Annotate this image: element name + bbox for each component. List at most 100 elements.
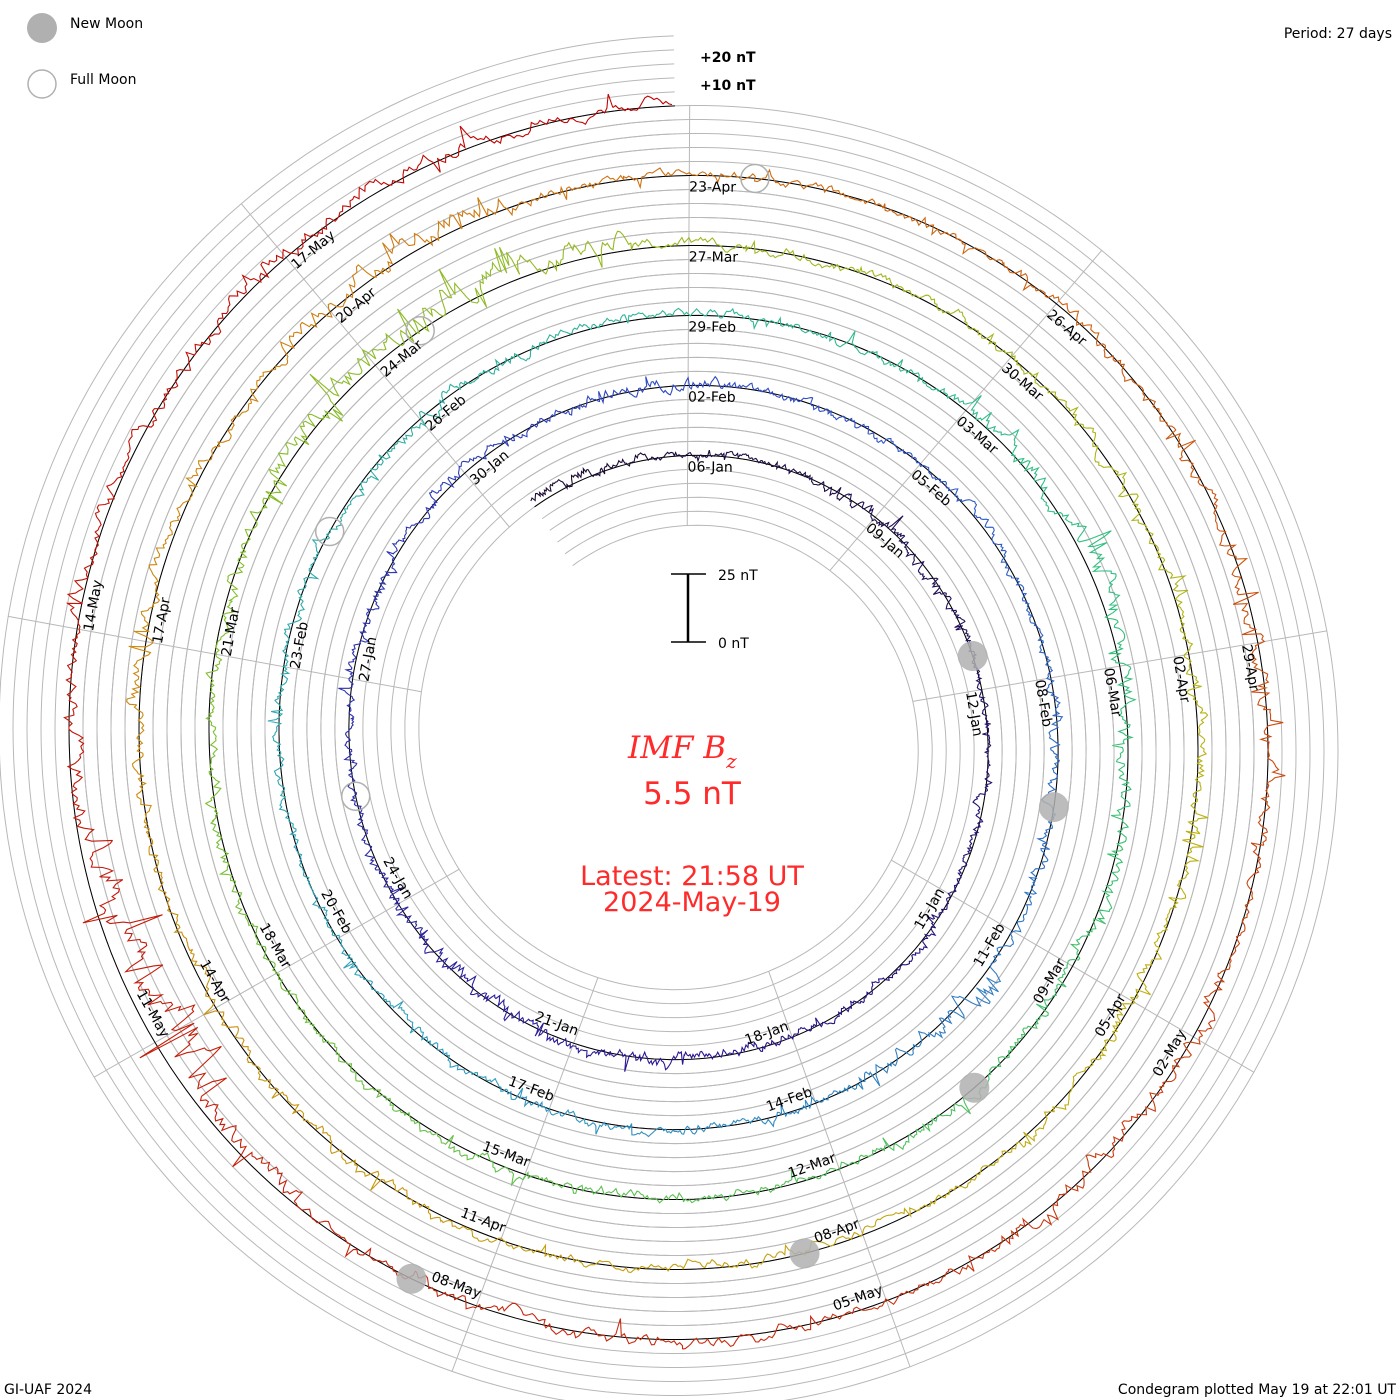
bz-day-trace	[309, 308, 421, 402]
bz-day-trace	[978, 1003, 1049, 1094]
bz-day-trace	[884, 926, 937, 982]
bz-day-trace	[756, 1017, 828, 1052]
bz-day-trace	[964, 319, 1057, 396]
bz-day-trace	[207, 359, 289, 462]
bz-day-trace	[1153, 830, 1204, 947]
bz-day-trace	[541, 313, 637, 345]
date-label: 02-Apr	[1169, 655, 1193, 704]
bz-day-trace	[142, 306, 229, 428]
bz-day-trace	[133, 964, 227, 1097]
date-label: 26-Apr	[1043, 307, 1089, 350]
bz-day-trace	[530, 466, 589, 502]
bz-day-trace	[378, 869, 428, 937]
bz-day-trace	[440, 1219, 562, 1260]
bz-day-trace	[882, 203, 1004, 265]
date-label: 15-Mar	[480, 1139, 532, 1171]
bz-day-trace	[1103, 348, 1196, 458]
bz-day-trace	[832, 330, 924, 383]
bz-day-trace	[685, 1115, 776, 1135]
bz-day-trace	[380, 197, 498, 275]
bz-day-trace	[65, 561, 95, 705]
date-label: 05-Feb	[908, 467, 955, 510]
bz-day-trace	[587, 452, 654, 478]
bz-day-trace	[1174, 594, 1204, 714]
bz-day-trace	[1157, 972, 1226, 1096]
bz-day-trace	[493, 409, 569, 447]
bz-day-trace	[312, 897, 365, 980]
bz-day-trace	[1111, 714, 1134, 817]
bz-day-trace	[534, 1022, 611, 1059]
bz-day-trace	[284, 809, 319, 899]
latest-time: Latest: 21:58 UT	[580, 861, 804, 892]
date-label: 17-Feb	[506, 1074, 556, 1106]
bz-day-trace	[1000, 555, 1043, 635]
bz-day-trace	[359, 569, 398, 643]
bz-day-trace	[576, 1184, 684, 1204]
bz-day-trace	[1040, 718, 1062, 805]
full-moon-marker	[314, 516, 345, 547]
bz-day-trace	[652, 449, 720, 463]
bz-day-trace	[820, 1269, 950, 1324]
bz-day-trace	[847, 493, 906, 538]
new-moon-legend-label: New Moon	[70, 16, 143, 32]
full-moon-marker	[340, 781, 371, 812]
bz-day-trace	[1037, 633, 1064, 719]
bz-day-trace	[774, 1083, 859, 1120]
bz-day-trace	[415, 1270, 546, 1325]
bz-day-trace	[1062, 1092, 1159, 1195]
current-value: 5.5 nT	[643, 776, 742, 812]
bz-day-trace	[612, 95, 673, 112]
bz-day-trace	[338, 640, 362, 720]
full-moon-legend-icon	[27, 69, 57, 99]
bz-day-trace	[645, 375, 731, 396]
bz-day-trace	[199, 1096, 304, 1202]
bz-day-trace	[294, 532, 331, 623]
full-moon-marker	[740, 163, 770, 194]
date-label: 06-Mar	[1100, 667, 1124, 719]
bz-day-trace	[270, 621, 295, 717]
date-label: 14-Feb	[764, 1084, 814, 1115]
bz-day-trace	[882, 1092, 982, 1152]
date-label: 05-May	[831, 1282, 885, 1315]
bz-day-trace	[1257, 708, 1286, 846]
bz-day-trace	[682, 1314, 822, 1350]
bz-day-trace	[543, 1318, 684, 1350]
bz-day-trace	[753, 168, 884, 209]
footer-credit: GI-UAF 2024	[4, 1382, 92, 1398]
bz-day-trace	[1117, 489, 1189, 597]
bz-day-trace	[247, 1061, 338, 1155]
new-moon-marker	[1038, 792, 1069, 823]
date-label: 17-May	[289, 228, 339, 273]
date-label: 29-Feb	[688, 320, 736, 336]
date-label: 21-Mar	[219, 606, 244, 658]
bz-day-trace	[386, 501, 438, 570]
bz-day-trace	[189, 949, 252, 1063]
bz-day-trace	[898, 535, 942, 596]
date-label: 06-Jan	[688, 460, 733, 476]
bz-day-trace	[962, 793, 986, 862]
date-label: 14-May	[81, 579, 106, 633]
grid-spiral	[54, 91, 1283, 1354]
bz-day-trace	[630, 236, 748, 253]
bz-day-trace	[594, 1121, 687, 1138]
bz-day-trace	[1178, 456, 1249, 578]
grid-lines	[0, 35, 1339, 1400]
date-label: 02-Feb	[688, 390, 736, 406]
scale-top-label: 25 nT	[718, 568, 758, 584]
bz-series	[63, 93, 1286, 1350]
scale-bar: 25 nT 0 nT	[671, 568, 758, 652]
bz-day-trace	[226, 495, 271, 602]
date-label: 29-Apr	[1238, 643, 1262, 692]
bz-day-trace	[922, 381, 1011, 436]
grid-spiral	[12, 49, 1325, 1396]
bz-day-trace	[428, 443, 495, 503]
bz-day-trace	[1009, 428, 1070, 521]
bz-day-trace	[210, 819, 254, 927]
bz-day-trace	[145, 831, 193, 952]
bz-day-trace	[1066, 520, 1121, 614]
bz-day-trace	[205, 600, 237, 711]
bz-day-trace	[560, 1253, 684, 1274]
bz-day-trace	[729, 381, 813, 404]
bz-day-trace	[947, 1193, 1065, 1275]
ring-label-20: +20 nT	[700, 50, 756, 66]
